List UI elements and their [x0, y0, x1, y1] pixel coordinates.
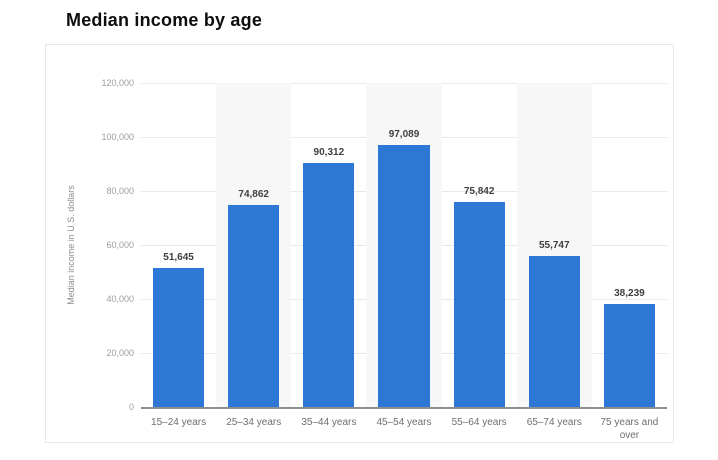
page-title: Median income by age — [66, 10, 263, 30]
y-tick-label: 120,000 — [101, 78, 134, 88]
y-tick-label: 20,000 — [106, 348, 134, 358]
value-label: 74,862 — [238, 188, 269, 200]
value-label: 90,312 — [313, 147, 345, 159]
chart-column: 51,645 15–24 years — [141, 83, 216, 428]
chart-column: 74,862 25–34 years — [216, 83, 292, 428]
x-tick-label: 35–44 years — [301, 417, 357, 428]
y-tick-label: 80,000 — [106, 186, 134, 196]
bar — [153, 267, 205, 407]
x-tick-label: 45–54 years — [376, 417, 432, 428]
x-tick-label: 55–64 years — [451, 417, 507, 428]
bar — [528, 256, 580, 407]
bar — [303, 163, 355, 407]
bar — [453, 202, 505, 407]
x-tick-label: 65–74 years — [526, 417, 582, 428]
chart-column: 75,842 55–64 years — [442, 83, 517, 428]
bar — [378, 144, 430, 407]
plot-area: 51,645 15–24 years 74,862 25–34 years 90,312… — [141, 83, 667, 441]
value-label: 75,842 — [463, 186, 495, 198]
chart-column: 55,747 65–74 years — [516, 83, 592, 428]
value-label: 38,239 — [614, 287, 645, 299]
y-tick-label: 60,000 — [106, 240, 134, 250]
chart-card: Median income in U.S. dollars 0 20,000 40,… — [45, 44, 674, 443]
x-tick-label: 25–34 years — [226, 417, 282, 428]
chart-column: 97,089 45–54 years — [366, 83, 442, 428]
y-axis: 0 20,000 40,000 60,000 80,000 100,000 120,000 — [46, 78, 134, 412]
value-label: 55,747 — [538, 240, 570, 252]
chart-column: 90,312 35–44 years — [291, 83, 366, 428]
value-label: 51,645 — [163, 251, 194, 263]
y-tick-label: 100,000 — [101, 132, 134, 142]
x-tick-label: 75 years and over — [600, 417, 659, 441]
chart-column: 38,239 75 years and over — [592, 83, 667, 441]
value-label: 97,089 — [388, 128, 420, 140]
y-tick-label: 0 — [128, 402, 134, 412]
bar — [228, 204, 280, 407]
y-tick-label: 40,000 — [106, 294, 134, 304]
bar — [603, 303, 655, 407]
x-tick-label: 15–24 years — [151, 417, 207, 428]
